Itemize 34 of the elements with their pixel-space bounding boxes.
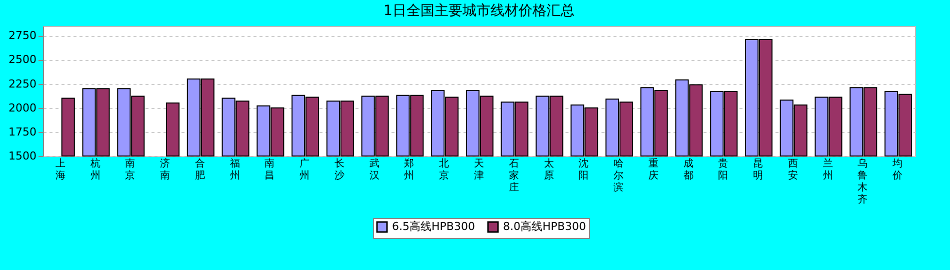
x-tick-label: 武汉: [369, 158, 380, 182]
x-tick-label: 长沙: [334, 158, 344, 182]
x-tick-label: 上海: [55, 158, 66, 182]
x-tick-label: 昆明: [753, 158, 764, 182]
x-tick-label: 成都: [683, 158, 694, 182]
legend-label: 6.5高线HPB300: [392, 220, 475, 233]
x-tick-label: 郑州: [404, 158, 414, 182]
y-tick-label: 1500: [8, 150, 36, 162]
legend-label: 8.0高线HPB300: [503, 220, 586, 233]
x-tick-label: 乌鲁木齐: [858, 158, 868, 206]
chart-title: 1日全国主要城市线材价格汇总: [384, 3, 574, 19]
x-tick-label: 福州: [230, 158, 240, 182]
x-tick-label: 沈阳: [578, 158, 589, 182]
x-tick-label: 北京: [439, 158, 450, 182]
x-tick-label: 哈尔滨: [614, 158, 624, 194]
x-tick-label: 贵阳: [718, 158, 728, 182]
x-tick-label: 南京: [125, 158, 136, 182]
y-tick-label: 2250: [8, 77, 36, 90]
x-tick-label: 广州: [300, 158, 310, 182]
x-tick-label: 西安: [788, 158, 798, 182]
x-tick-label: 重庆: [648, 158, 658, 182]
y-tick-label: 2750: [8, 29, 36, 42]
y-tick-label: 2000: [8, 101, 36, 114]
x-tick-label: 天津: [474, 158, 484, 182]
x-tick-label: 均价: [892, 158, 903, 182]
x-tick-label: 济南: [160, 158, 170, 182]
x-tick-label: 兰州: [822, 158, 833, 182]
y-tick-label: 1750: [8, 125, 36, 138]
x-tick-label: 杭州: [89, 158, 100, 182]
x-tick-label: 合肥: [194, 158, 205, 182]
x-tick-label: 太原: [544, 158, 554, 182]
x-tick-label: 南昌: [264, 158, 275, 182]
y-tick-label: 2500: [8, 53, 36, 66]
x-tick-label: 石家庄: [508, 158, 519, 194]
